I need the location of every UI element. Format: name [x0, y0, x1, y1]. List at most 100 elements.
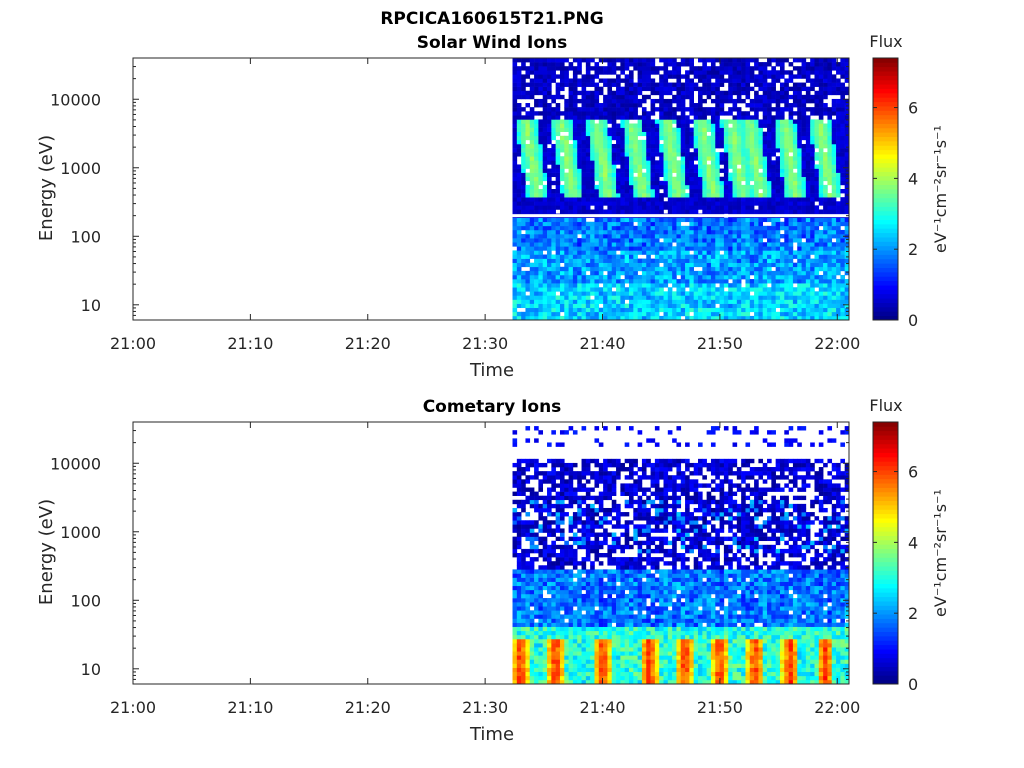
colorbar-segment	[873, 522, 898, 528]
colorbar-segment	[873, 614, 898, 619]
colorbar-label: eV⁻¹cm⁻²sr⁻¹s⁻¹	[931, 125, 950, 253]
colorbar-segment	[873, 92, 898, 98]
colorbar-segment	[873, 197, 898, 203]
colorbar-segment	[873, 271, 898, 277]
colorbar-tick-label: 4	[908, 533, 918, 552]
colorbar-segment	[873, 258, 898, 264]
spectrogram-data	[512, 58, 850, 321]
colorbar-title: Flux	[869, 32, 902, 51]
gap-line	[512, 214, 849, 218]
colorbar-segment	[873, 293, 898, 299]
colorbar-segment	[873, 250, 898, 255]
colorbar-segment	[873, 189, 898, 194]
colorbar-segment	[873, 605, 898, 611]
colorbar-segment	[873, 245, 898, 251]
colorbar-segment	[873, 474, 898, 480]
y-axis-label: Energy (eV)	[36, 135, 57, 241]
colorbar-segment	[873, 570, 898, 576]
panel-title: Cometary Ions	[423, 397, 562, 417]
colorbar-segment	[873, 132, 898, 137]
colorbar-segment	[873, 679, 898, 685]
colorbar-segment	[873, 84, 898, 89]
colorbar-segment	[873, 596, 898, 602]
colorbar-segment	[873, 443, 898, 449]
x-tick-label: 21:20	[345, 698, 391, 717]
colorbar-segment	[873, 448, 898, 453]
colorbar-frame	[872, 421, 899, 685]
y-tick-label: 10	[81, 296, 101, 315]
colorbar-tick-label: 0	[908, 675, 918, 694]
colorbar-segment	[873, 675, 898, 681]
colorbar-segment	[873, 79, 898, 85]
x-tick-label: 21:50	[697, 698, 743, 717]
colorbar-segment	[873, 465, 898, 471]
colorbar-segment	[873, 145, 898, 151]
colorbar-segment	[873, 276, 898, 282]
colorbar-title: Flux	[869, 396, 902, 415]
colorbar-segment	[873, 267, 898, 273]
colorbar-segment	[873, 162, 898, 168]
colorbar-segment	[873, 635, 898, 641]
x-tick-label: 21:40	[579, 698, 625, 717]
x-tick-label: 21:50	[697, 334, 743, 353]
colorbar-segment	[873, 618, 898, 624]
x-tick-label: 21:10	[227, 698, 273, 717]
colorbar-segment	[873, 149, 898, 155]
colorbar-segment	[873, 456, 898, 462]
colorbar-segment	[873, 491, 898, 497]
colorbar-tick-label: 6	[908, 463, 918, 482]
colorbar-segment	[873, 557, 898, 563]
colorbar-tick-label: 2	[908, 604, 918, 623]
spectrogram-data	[512, 426, 850, 685]
colorbar-segment	[873, 228, 898, 234]
colorbar-segment	[873, 483, 898, 488]
colorbar-segment	[873, 662, 898, 667]
colorbar-segment	[873, 531, 898, 536]
colorbar-segment	[873, 306, 898, 312]
colorbar-segment	[873, 232, 898, 238]
colorbar-segment	[873, 452, 898, 458]
colorbar-segment	[873, 500, 898, 506]
x-tick-label: 21:00	[110, 334, 156, 353]
solar-wind-panel: Solar Wind Ions Time Energy (eV) 21:00 21…	[36, 32, 950, 381]
colorbar-segment	[873, 526, 898, 532]
y-tick-label: 10000	[50, 454, 101, 473]
colorbar-segment	[873, 136, 898, 142]
colorbar-segment	[873, 627, 898, 632]
colorbar-segment	[873, 504, 898, 510]
colorbar-segment	[873, 478, 898, 484]
colorbar-segment	[873, 223, 898, 229]
colorbar-segment	[873, 649, 898, 654]
y-tick-label: 1000	[60, 523, 101, 542]
plot-frame	[132, 421, 850, 685]
colorbar-segment	[873, 62, 898, 68]
colorbar-segment	[873, 298, 898, 303]
colorbar-segment	[873, 311, 898, 317]
colorbar-segment	[873, 583, 898, 589]
colorbar-segment	[873, 315, 898, 321]
colorbar-segment	[873, 657, 898, 663]
y-tick-label: 10000	[50, 90, 101, 109]
colorbar-segment	[873, 58, 898, 63]
colorbar-tick-label: 4	[908, 169, 918, 188]
colorbar-segment	[873, 592, 898, 598]
y-tick-label: 100	[70, 227, 101, 246]
colorbar-segment	[873, 210, 898, 216]
colorbar-tick-label: 2	[908, 240, 918, 259]
colorbar-segment	[873, 280, 898, 286]
colorbar-segment	[873, 544, 898, 550]
colorbar-segment	[873, 241, 898, 247]
y-tick-label: 1000	[60, 159, 101, 178]
colorbar-segment	[873, 609, 898, 615]
colorbar-segment	[873, 426, 898, 432]
colorbar-segment	[873, 644, 898, 650]
x-tick-label: 21:30	[462, 698, 508, 717]
colorbar-segment	[873, 574, 898, 580]
colorbar-segment	[873, 435, 898, 440]
colorbar-segment	[873, 553, 898, 558]
colorbar-segment	[873, 167, 898, 172]
x-tick-label: 21:30	[462, 334, 508, 353]
colorbar-segment	[873, 670, 898, 676]
colorbar-segment	[873, 487, 898, 493]
